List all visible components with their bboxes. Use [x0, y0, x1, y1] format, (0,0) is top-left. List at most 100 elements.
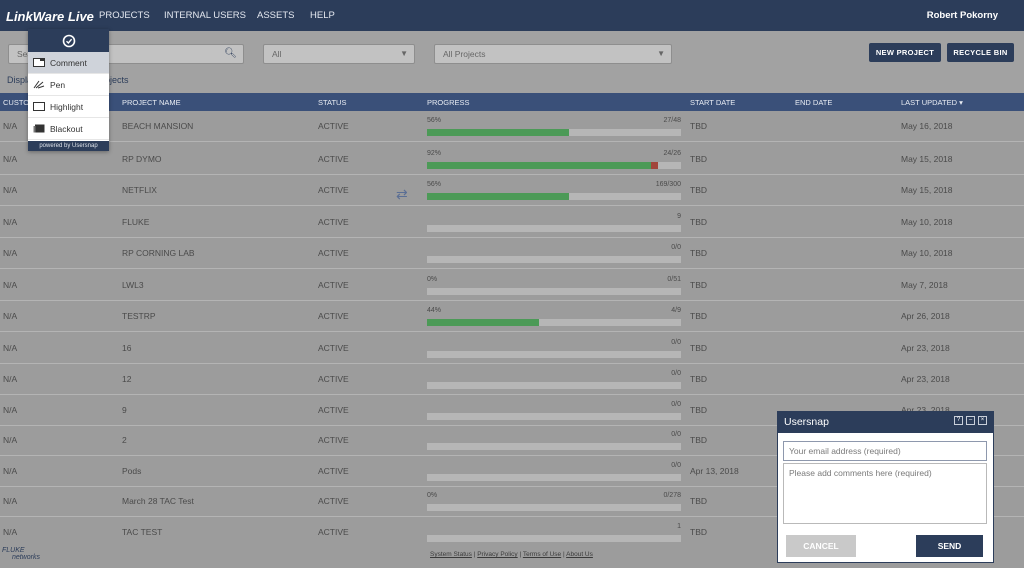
- cell-status: ACTIVE: [318, 121, 349, 131]
- progress-count: 0/0: [671, 462, 681, 469]
- col-end-date[interactable]: END DATE: [795, 98, 833, 107]
- cell-project-name[interactable]: RP CORNING LAB: [122, 248, 195, 258]
- table-row[interactable]: N/A BEACH MANSION ACTIVE TBD May 16, 2018 56%…: [0, 111, 1024, 142]
- chevron-down-icon: ▼: [657, 49, 665, 58]
- new-project-button[interactable]: NEW PROJECT: [869, 43, 941, 62]
- col-progress[interactable]: PROGRESS: [427, 98, 470, 107]
- minimize-icon[interactable]: –: [966, 416, 975, 425]
- col-start-date[interactable]: START DATE: [690, 98, 736, 107]
- progress-bar-fill: [427, 193, 570, 200]
- cell-last-updated: May 15, 2018: [901, 185, 953, 195]
- table-row[interactable]: N/A March 28 TAC Test ACTIVE TBD 0% 0/278: [0, 486, 1024, 517]
- cell-project-name[interactable]: Pods: [122, 466, 142, 476]
- nav-internal-users[interactable]: INTERNAL USERS: [164, 10, 246, 21]
- cell-project-name[interactable]: LWL3: [122, 280, 144, 290]
- cell-status: ACTIVE: [318, 280, 349, 290]
- usersnap-tool-blackout[interactable]: Blackout: [28, 118, 109, 140]
- footer-link-about-us[interactable]: About Us: [566, 551, 593, 558]
- fluke-logo-bottom: networks: [12, 554, 41, 561]
- cell-project-name[interactable]: March 28 TAC Test: [122, 496, 194, 506]
- recycle-bin-button[interactable]: RECYCLE BIN: [947, 43, 1014, 62]
- cell-status: ACTIVE: [318, 405, 349, 415]
- usersnap-menu-header[interactable]: [28, 29, 109, 52]
- usersnap-tool-highlight[interactable]: Highlight: [28, 96, 109, 118]
- col-project-name[interactable]: PROJECT NAME: [122, 98, 181, 107]
- table-row[interactable]: N/A Pods ACTIVE Apr 13, 2018 0/0: [0, 456, 1024, 487]
- cell-last-updated: May 15, 2018: [901, 154, 953, 164]
- email-field[interactable]: Your email address (required): [783, 441, 987, 461]
- cell-last-updated: May 10, 2018: [901, 217, 953, 227]
- col-last-updated[interactable]: LAST UPDATED ▾: [901, 98, 963, 107]
- highlight-icon: [33, 102, 45, 111]
- cell-start-date: TBD: [690, 217, 707, 227]
- cell-project-name[interactable]: 9: [122, 405, 127, 415]
- cell-status: ACTIVE: [318, 343, 349, 353]
- comments-textarea[interactable]: Please add comments here (required): [783, 463, 987, 524]
- cell-project-name[interactable]: NETFLIX: [122, 185, 157, 195]
- cell-status: ACTIVE: [318, 466, 349, 476]
- progress-bar: [427, 225, 681, 232]
- status-filter-select[interactable]: All ▼: [263, 44, 415, 64]
- usersnap-panel-title: Usersnap: [784, 416, 829, 428]
- fluke-logo-top: FLUKE: [2, 547, 25, 554]
- table-row[interactable]: N/A LWL3 ACTIVE TBD May 7, 2018 0% 0/51: [0, 270, 1024, 301]
- project-filter-select[interactable]: All Projects ▼: [434, 44, 672, 64]
- cell-start-date: TBD: [690, 527, 707, 537]
- cell-project-name[interactable]: BEACH MANSION: [122, 121, 194, 131]
- table-row[interactable]: N/A TESTRP ACTIVE TBD Apr 26, 2018 44% 4/9: [0, 301, 1024, 332]
- footer-link-terms-of-use[interactable]: Terms of Use: [522, 551, 562, 558]
- cell-start-date: TBD: [690, 311, 707, 321]
- cell-project-name[interactable]: RP DYMO: [122, 154, 162, 164]
- col-customer[interactable]: CUSTO: [3, 98, 30, 107]
- cell-project-name[interactable]: TESTRP: [122, 311, 156, 321]
- top-navbar: LinkWare Live PROJECTS INTERNAL USERS AS…: [0, 0, 1024, 31]
- usersnap-feedback-panel: Usersnap ? – × Your email address (requi…: [777, 411, 994, 563]
- cancel-button[interactable]: CANCEL: [786, 535, 856, 557]
- cell-project-name[interactable]: 12: [122, 374, 132, 384]
- progress-bar: [427, 256, 681, 263]
- progress-bar: [427, 382, 681, 389]
- sync-arrows-icon[interactable]: ⇄: [396, 186, 408, 202]
- cell-start-date: TBD: [690, 154, 707, 164]
- table-row[interactable]: N/A 12 ACTIVE TBD Apr 23, 2018 0/0: [0, 364, 1024, 395]
- close-icon[interactable]: ×: [978, 416, 987, 425]
- cell-project-name[interactable]: TAC TEST: [122, 527, 163, 537]
- cell-last-updated: Apr 23, 2018: [901, 374, 950, 384]
- cell-project-name[interactable]: FLUKE: [122, 217, 150, 227]
- nav-assets[interactable]: ASSETS: [257, 10, 295, 21]
- progress-percent: 0%: [427, 492, 438, 499]
- cell-last-updated: Apr 23, 2018: [901, 343, 950, 353]
- table-row[interactable]: N/A 2 ACTIVE TBD 0/0: [0, 425, 1024, 456]
- cell-project-name[interactable]: 16: [122, 343, 132, 353]
- search-icon[interactable]: 🔍︎: [224, 48, 237, 59]
- nav-help[interactable]: HELP: [310, 10, 335, 21]
- col-status[interactable]: STATUS: [318, 98, 347, 107]
- table-row[interactable]: N/A RP DYMO ACTIVE TBD May 15, 2018 92% 24/26: [0, 144, 1024, 175]
- table-row[interactable]: N/A FLUKE ACTIVE TBD May 10, 2018 9: [0, 207, 1024, 238]
- cell-project-name[interactable]: 2: [122, 435, 127, 445]
- table-row[interactable]: N/A 9 ACTIVE TBD Apr 23, 2018 0/0: [0, 395, 1024, 426]
- check-circle-icon: [62, 34, 75, 47]
- progress-count: 9: [677, 213, 681, 220]
- progress-count: 24/26: [663, 150, 681, 157]
- cell-last-updated: Apr 26, 2018: [901, 311, 950, 321]
- user-name[interactable]: Robert Pokorny: [926, 10, 998, 21]
- usersnap-tool-pen[interactable]: Pen: [28, 74, 109, 96]
- app-logo[interactable]: LinkWare Live: [6, 9, 94, 24]
- footer-link-privacy-policy[interactable]: Privacy Policy: [477, 551, 518, 558]
- table-row[interactable]: N/A 16 ACTIVE TBD Apr 23, 2018 0/0: [0, 333, 1024, 364]
- usersnap-tool-comment[interactable]: Comment: [28, 52, 109, 74]
- nav-projects[interactable]: PROJECTS: [99, 10, 150, 21]
- cell-status: ACTIVE: [318, 527, 349, 537]
- footer-link-system-status[interactable]: System Status: [430, 551, 472, 558]
- cell-start-date: TBD: [690, 280, 707, 290]
- cell-last-updated: May 10, 2018: [901, 248, 953, 258]
- help-icon[interactable]: ?: [954, 416, 963, 425]
- cell-start-date: TBD: [690, 343, 707, 353]
- table-row[interactable]: N/A RP CORNING LAB ACTIVE TBD May 10, 2018 0/…: [0, 238, 1024, 269]
- progress-bar: [427, 193, 681, 200]
- usersnap-powered-by[interactable]: powered by Usersnap: [28, 141, 109, 151]
- send-button[interactable]: SEND: [916, 535, 983, 557]
- progress-bar: [427, 319, 681, 326]
- table-row[interactable]: N/A NETFLIX ACTIVE TBD May 15, 2018 56% 169/30…: [0, 175, 1024, 206]
